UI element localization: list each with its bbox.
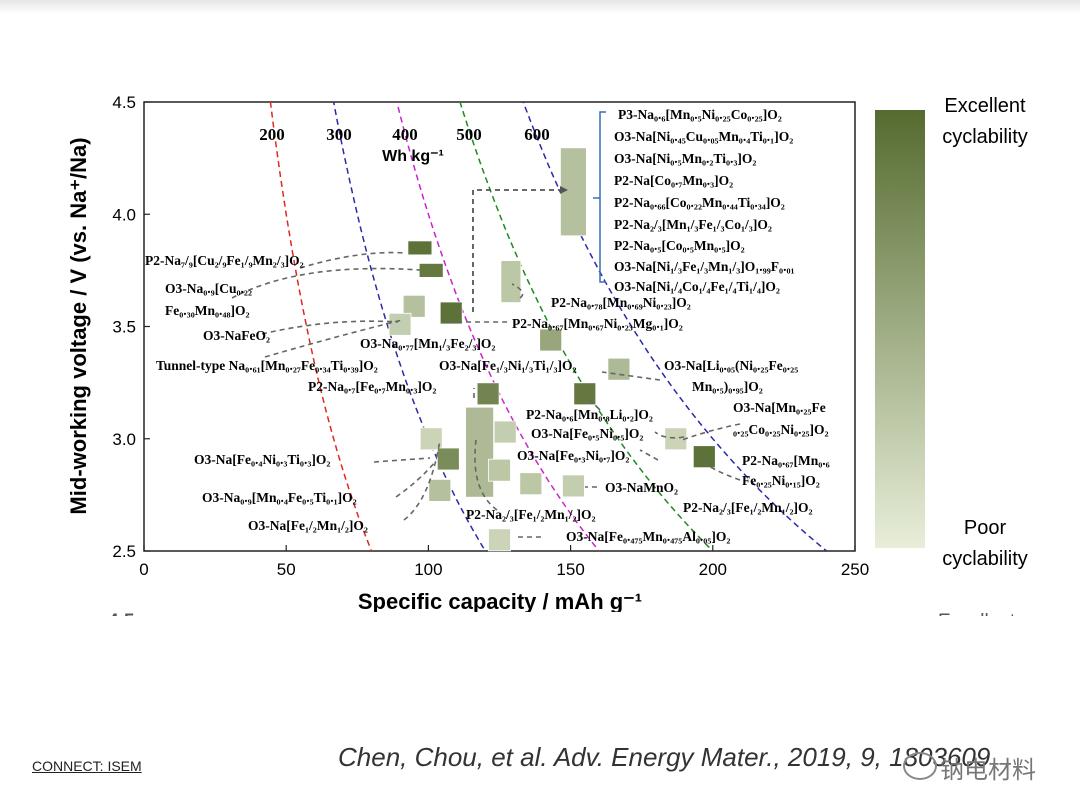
energy-line-300 bbox=[332, 102, 487, 551]
data-point bbox=[488, 458, 511, 482]
x-tick-label: 100 bbox=[414, 560, 442, 579]
label-mid-8: O3-Na[Fe₀.₃Ni₀.₇]O₂ bbox=[517, 448, 629, 463]
footer-connect-link[interactable]: CONNECT: ISEM bbox=[32, 758, 142, 774]
axis-ticks: 0 50 100 150 200 250 2.5 3.0 3.5 4.0 4.5 bbox=[112, 93, 869, 579]
connector-top-list bbox=[472, 189, 560, 312]
top-label-3: O3-Na[Ni₀.₅Mn₀.₂Ti₀.₃]O₂ bbox=[614, 151, 756, 166]
top-label-6: P2-Na₂/₃[Mn₁/₃Fe₁/₃Co₁/₃]O₂ bbox=[614, 217, 772, 232]
data-point bbox=[692, 445, 716, 469]
label-right-1a: O3-Na[Li₀.₀₅(Ni₀.₂₅Fe₀.₂₅ bbox=[664, 358, 798, 373]
y-tick-label: 4.5 bbox=[112, 93, 136, 112]
data-point bbox=[476, 382, 500, 406]
label-mid-7: O3-Na[Fe₀.₅Ni₀.₅]O₂ bbox=[531, 426, 643, 441]
data-point bbox=[388, 312, 412, 336]
data-point bbox=[519, 472, 543, 496]
label-right-2b: ₀.₂₅Co₀.₂₅Ni₀.₂₅]O₂ bbox=[733, 422, 829, 437]
x-tick-label: 250 bbox=[841, 560, 869, 579]
cyclability-colorbar bbox=[875, 110, 925, 548]
label-list-brace bbox=[599, 111, 606, 283]
x-tick-label: 150 bbox=[556, 560, 584, 579]
label-left-2b: Fe₀.₃₀Mn₀.₄₈]O₂ bbox=[165, 303, 250, 318]
top-label-2: O3-Na[Ni₀.₄₅Cu₀.₀₅Mn₀.₄Ti₀.₁]O₂ bbox=[614, 129, 793, 144]
top-label-5: P2-Na₀.₆₆[Co₀.₂₂Mn₀.₄₄Ti₀.₃₄]O₂ bbox=[614, 195, 785, 210]
connector-arrow bbox=[560, 186, 568, 194]
data-point bbox=[539, 328, 563, 352]
x-axis-title: Specific capacity / mAh g⁻¹ bbox=[358, 589, 642, 614]
energy-label-600: 600 bbox=[524, 125, 550, 144]
label-low-4: P2-Na₂/₃[Fe₁/₂Mn₁/₂]O₂ bbox=[466, 507, 596, 522]
label-right-2a: O3-Na[Mn₀.₂₅Fe bbox=[733, 400, 826, 415]
wechat-icon bbox=[903, 752, 937, 780]
label-mid-2: P2-Na₀.₆₇[Mn₀.₆₇Ni₀.₂₃Mg₀.₁]O₂ bbox=[512, 316, 683, 331]
label-left-4: Tunnel-type Na₀.₆₁[Mn₀.₂₇Fe₀.₃₄Ti₀.₃₉]O₂ bbox=[156, 358, 378, 373]
label-mid-6: P2-Na₀.₆[Mn₀.₈Li₀.₂]O₂ bbox=[526, 407, 653, 422]
label-left-1: P2-Na₇/₉[Cu₂/₉Fe₁/₉Mn₂/₃]O₂ bbox=[145, 253, 304, 268]
label-right-4: P2-Na₂/₃[Fe₁/₂Mn₁/₂]O₂ bbox=[683, 500, 813, 515]
top-label-9: O3-Na[Ni₁/₄Co₁/₄Fe₁/₄Ti₁/₄]O₂ bbox=[614, 279, 780, 294]
label-right-1b: Mn₀.₅)₀.₉₅]O₂ bbox=[692, 379, 763, 394]
label-low-5: O3-Na[Fe₀.₄₇₅Mn₀.₄₇₅Al₀.₀₅]O₂ bbox=[566, 529, 730, 544]
energy-line-500 bbox=[459, 102, 714, 551]
label-mid-1: P2-Na₀.₇₈[Mn₀.₆₉Ni₀.₂₃]O₂ bbox=[551, 295, 691, 310]
top-label-7: P2-Na₀.₅[Co₀.₅Mn₀.₅]O₂ bbox=[614, 238, 745, 253]
energy-label-200: 200 bbox=[259, 125, 285, 144]
data-points bbox=[388, 147, 716, 552]
x-tick-label: 0 bbox=[139, 560, 148, 579]
slide-top-shadow bbox=[0, 0, 1080, 14]
label-connectors bbox=[231, 251, 741, 538]
data-point bbox=[402, 294, 426, 318]
x-tick-label: 200 bbox=[699, 560, 727, 579]
label-mid-5: P2-Na₀.₇[Fe₀.₇Mn₀.₃]O₂ bbox=[308, 379, 436, 394]
data-point bbox=[419, 427, 443, 451]
x-tick-label: 50 bbox=[277, 560, 296, 579]
data-point bbox=[407, 240, 433, 256]
y-axis-title: Mid-working voltage / V (vs. Na⁺/Na) bbox=[66, 137, 91, 514]
data-point bbox=[607, 357, 631, 381]
label-right-3a: P2-Na₀.₆₇[Mn₀.₆ bbox=[742, 453, 830, 468]
data-point bbox=[428, 478, 452, 502]
label-low-1: O3-Na[Fe₀.₄Ni₀.₃Ti₀.₃]O₂ bbox=[194, 452, 330, 467]
y-tick-label: 4.0 bbox=[112, 205, 136, 224]
top-label-list: P3-Na₀.₆[Mn₀.₅Ni₀.₂₅Co₀.₂₅]O₂ O3-Na[Ni₀.… bbox=[614, 107, 795, 294]
label-left-2a: O3-Na₀.₉[Cu₀.₂₂ bbox=[165, 281, 252, 296]
label-mid-9: O3-NaMnO₂ bbox=[605, 480, 678, 495]
energy-line-200 bbox=[269, 102, 373, 551]
energy-label-300: 300 bbox=[326, 125, 352, 144]
energy-label-500: 500 bbox=[456, 125, 482, 144]
data-point bbox=[465, 406, 495, 498]
energy-line-400 bbox=[396, 102, 600, 551]
energy-label-400: 400 bbox=[392, 125, 418, 144]
watermark-text: 钠电材料 bbox=[940, 756, 1036, 784]
label-mid-4: O3-Na[Fe₁/₃Ni₁/₃Ti₁/₃]O₂ bbox=[439, 358, 577, 373]
data-point bbox=[418, 262, 444, 278]
data-point bbox=[488, 528, 511, 552]
data-point bbox=[439, 301, 463, 325]
energy-line-600 bbox=[522, 102, 828, 551]
data-point bbox=[493, 420, 517, 444]
energy-unit-label: Wh kg⁻¹ bbox=[382, 148, 444, 165]
data-point bbox=[562, 474, 585, 498]
y-tick-label: 2.5 bbox=[112, 542, 136, 561]
top-label-4: P2-Na[Co₀.₇Mn₀.₃]O₂ bbox=[614, 173, 733, 188]
label-mid-3: O3-Na₀.₇₇[Mn₁/₃Fe₂/₃]O₂ bbox=[360, 336, 495, 351]
label-left-3: O3-NaFeO₂ bbox=[203, 328, 270, 343]
citation-text: Chen, Chou, et al. Adv. Energy Mater., 2… bbox=[338, 742, 991, 772]
colorbar-top-label: Excellent cyclability bbox=[942, 95, 1028, 148]
data-point bbox=[500, 260, 522, 304]
top-label-1: P3-Na₀.₆[Mn₀.₅Ni₀.₂₅Co₀.₂₅]O₂ bbox=[618, 107, 782, 122]
data-point bbox=[436, 447, 460, 471]
compound-labels: P2-Na₇/₉[Cu₂/₉Fe₁/₉Mn₂/₃]O₂ O3-Na₀.₉[Cu₀… bbox=[145, 253, 830, 544]
top-label-8: O3-Na[Ni₁/₃Fe₁/₃Mn₁/₃]O₁.₉₉F₀.₀₁ bbox=[614, 259, 795, 274]
label-low-2: O3-Na₀.₉[Mn₀.₄Fe₀.₅Ti₀.₁]O₂ bbox=[202, 490, 357, 505]
colorbar-bottom-label: Poor cyclability bbox=[942, 517, 1028, 570]
label-right-3b: Fe₀.₂₅Ni₀.₁₅]O₂ bbox=[742, 473, 820, 488]
data-point bbox=[573, 382, 597, 406]
y-tick-label: 3.5 bbox=[112, 318, 136, 337]
energy-density-lines bbox=[269, 102, 828, 551]
label-low-3: O3-Na[Fe₁/₂Mn₁/₂]O₂ bbox=[248, 518, 368, 533]
y-tick-label: 3.0 bbox=[112, 430, 136, 449]
